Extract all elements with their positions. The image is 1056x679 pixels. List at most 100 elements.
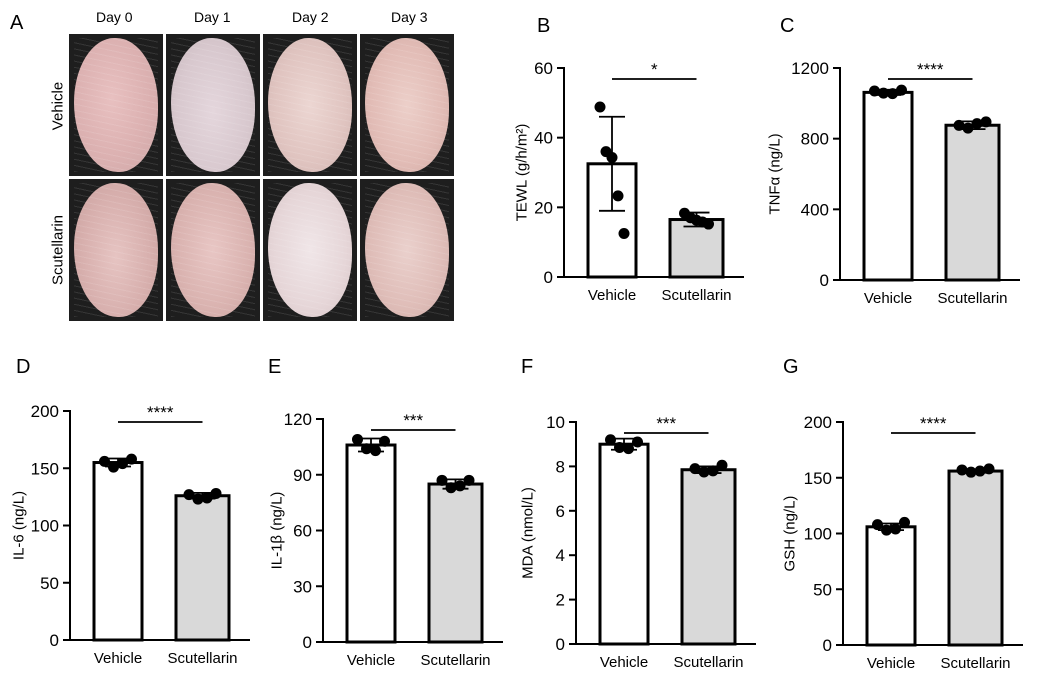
panel-b-point-0-4 [618,227,630,239]
panel-b-ytick-label-0: 0 [544,268,553,287]
photo-scutellarin-day0 [69,179,163,321]
photo-scutellarin-day3 [360,179,454,321]
photo-vehicle-day0 [69,34,163,176]
panel-g-ytick-label-4: 200 [804,413,832,432]
panel-c-bar-0 [862,90,914,282]
panel-d-point-0-2 [117,458,128,470]
panel-b-label: B [537,15,550,37]
panel-f-point-1-0 [689,463,701,475]
panel-b-ytick-label-1: 20 [534,198,553,217]
panel-f-xtick-label-1: Scutellarin [673,654,743,671]
panel-f-bar-0 [598,442,650,646]
panel-e-point-1-1 [445,482,457,494]
panel-e-ylabel: IL-1β (ng/L) [269,492,286,570]
panel-d-ylabel: IL-6 (ng/L) [11,491,28,560]
panel-g-ytick-label-0: 0 [823,636,832,655]
day-label-0: Day 0 [96,9,133,25]
panel-f-ytick-label-5: 10 [546,413,565,432]
panel-f-bar-1 [680,468,737,646]
panel-d-ytick-label-2: 100 [31,517,59,536]
panel-d-point-1-1 [192,493,204,505]
panel-g-xtick-label-1: Scutellarin [940,655,1010,672]
panel-f-significance-label: *** [656,414,676,433]
panel-c-bar-1 [944,123,1001,282]
panel-e-label: E [268,356,281,378]
panel-g-significance-label: **** [920,414,947,433]
panel-c-point-0-3 [896,84,907,96]
panel-f-point-1-3 [716,459,728,471]
panel-e-point-1-0 [436,474,448,486]
panel-f-point-0-2 [623,443,634,455]
panel-g-point-0-3 [899,516,910,528]
panel-b-xtick-label-0: Vehicle [588,287,636,304]
panel-c-point-1-0 [953,119,965,131]
panel-g-ytick-label-2: 100 [804,525,832,544]
panel-e-ytick-label-3: 90 [293,466,312,485]
panel-e-xtick-label-1: Scutellarin [420,652,490,669]
panel-e-point-0-1 [361,443,372,455]
panel-f-ytick-label-4: 8 [556,457,565,476]
panel-b-ytick-label-2: 40 [534,129,553,148]
panel-d-ytick-label-0: 0 [50,631,59,650]
panel-d-point-1-2 [201,492,213,504]
panel-f-point-1-1 [698,466,710,478]
panel-c-ytick-label-0: 0 [820,271,829,290]
panel-e-ytick-label-4: 120 [284,410,312,429]
panel-e-significance-label: *** [403,411,423,430]
panel-c-label: C [780,15,794,37]
panel-d-bar-1 [174,494,231,642]
panel-d-ytick-label-3: 150 [31,459,59,478]
panel-c-ylabel: TNFα (ng/L) [767,133,784,214]
panel-d-label: D [16,356,30,378]
panel-g-point-1-2 [974,465,986,477]
panel-c-significance-label: **** [917,60,944,79]
panel-e-ytick-label-2: 60 [293,522,312,541]
panel-c-point-0-1 [878,87,889,99]
panel-d-ytick-label-4: 200 [31,402,59,421]
panel-f-ytick-label-2: 4 [556,546,565,565]
panel-d-ytick-label-1: 50 [40,574,59,593]
panel-g-ylabel: GSH (ng/L) [782,496,799,572]
panel-f-xtick-label-0: Vehicle [600,654,648,671]
panel-f-ytick-label-0: 0 [556,635,565,654]
panel-b-point-0-0 [594,101,606,113]
panel-g-point-1-3 [983,463,995,475]
day-label-1: Day 1 [194,9,231,25]
panel-b-ytick-label-3: 60 [534,59,553,78]
panel-b-point-0-3 [612,190,624,202]
panel-f-point-0-0 [605,434,616,446]
photo-scutellarin-day2 [263,179,357,321]
panel-g-point-1-1 [965,466,977,478]
panel-e-point-1-2 [454,480,466,492]
panel-e-bar-1 [427,482,484,644]
photo-vehicle-day1 [166,34,260,176]
panel-g-xtick-label-0: Vehicle [867,655,915,672]
photo-vehicle-day3 [360,34,454,176]
panel-b-bar-1 [668,218,725,279]
panel-f-point-0-3 [632,436,643,448]
panel-b-xtick-label-1: Scutellarin [661,287,731,304]
panel-g-ytick-label-3: 150 [804,469,832,488]
panel-e-point-1-3 [463,474,475,486]
panel-c-ytick-label-3: 1200 [791,59,829,78]
panel-d-xtick-label-1: Scutellarin [167,650,237,667]
panel-c-ytick-label-1: 400 [801,200,829,219]
panel-g-bar-1 [947,469,1004,647]
panel-e-bar-0 [345,443,397,644]
panel-b-ylabel: TEWL (g/h/m²) [514,124,531,222]
panel-d-significance-label: **** [147,403,174,422]
panel-g-bar-0 [865,525,917,647]
panel-d-point-1-0 [183,489,195,501]
panel-g-label: G [783,356,799,378]
panel-g-ytick-label-1: 50 [813,580,832,599]
panel-c-point-0-0 [869,85,880,97]
panel-c-point-0-2 [887,88,898,100]
panel-d-point-0-3 [126,453,137,465]
panel-e-ytick-label-1: 30 [293,577,312,596]
panel-a-label: A [10,12,24,34]
panel-f-label: F [521,356,533,378]
panel-b-point-0-2 [606,152,618,164]
panel-e-point-0-2 [370,445,381,457]
day-label-3: Day 3 [391,9,428,25]
